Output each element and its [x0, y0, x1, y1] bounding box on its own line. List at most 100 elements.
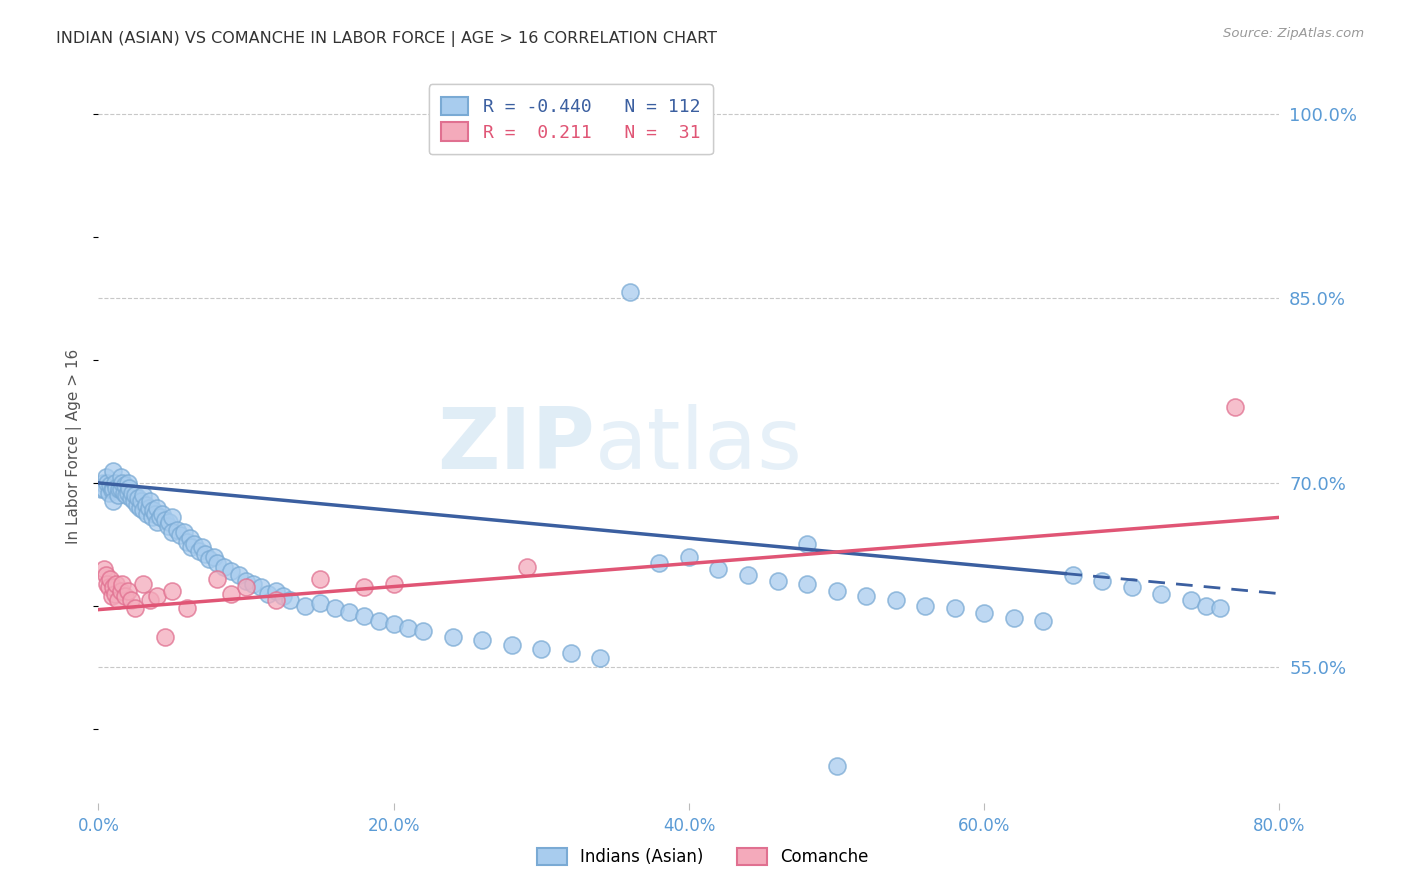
- Point: [121, 485, 143, 500]
- Point: [1150, 587, 1173, 601]
- Point: [125, 498, 148, 512]
- Point: [198, 552, 221, 566]
- Point: [132, 503, 155, 517]
- Point: [166, 523, 188, 537]
- Point: [146, 500, 169, 515]
- Point: [1032, 614, 1054, 628]
- Point: [678, 549, 700, 564]
- Point: [169, 527, 191, 541]
- Point: [117, 475, 139, 490]
- Text: atlas: atlas: [595, 404, 803, 488]
- Text: ZIP: ZIP: [437, 404, 595, 488]
- Point: [153, 630, 176, 644]
- Point: [398, 621, 420, 635]
- Point: [112, 485, 135, 500]
- Point: [441, 630, 464, 644]
- Point: [501, 638, 523, 652]
- Point: [619, 285, 641, 300]
- Point: [250, 581, 273, 595]
- Point: [205, 556, 228, 570]
- Point: [294, 599, 316, 613]
- Point: [139, 592, 162, 607]
- Point: [235, 574, 257, 589]
- Point: [129, 494, 152, 508]
- Point: [105, 481, 128, 495]
- Point: [242, 576, 264, 591]
- Point: [280, 592, 302, 607]
- Point: [122, 494, 145, 508]
- Point: [91, 475, 114, 490]
- Point: [1091, 574, 1114, 589]
- Point: [110, 482, 132, 496]
- Point: [183, 537, 205, 551]
- Point: [105, 576, 128, 591]
- Point: [110, 469, 132, 483]
- Point: [90, 482, 112, 496]
- Point: [149, 510, 172, 524]
- Point: [353, 608, 375, 623]
- Point: [97, 581, 120, 595]
- Point: [153, 513, 176, 527]
- Point: [94, 568, 117, 582]
- Legend: Indians (Asian), Comanche: Indians (Asian), Comanche: [529, 840, 877, 875]
- Point: [120, 592, 142, 607]
- Point: [202, 549, 225, 564]
- Point: [117, 485, 139, 500]
- Point: [1062, 568, 1084, 582]
- Y-axis label: In Labor Force | Age > 16: In Labor Force | Age > 16: [66, 349, 83, 543]
- Point: [353, 581, 375, 595]
- Point: [96, 576, 118, 591]
- Point: [339, 605, 361, 619]
- Point: [323, 601, 346, 615]
- Point: [156, 519, 179, 533]
- Point: [1002, 611, 1025, 625]
- Point: [884, 592, 907, 607]
- Point: [180, 540, 202, 554]
- Point: [124, 488, 146, 502]
- Text: INDIAN (ASIAN) VS COMANCHE IN LABOR FORCE | AGE > 16 CORRELATION CHART: INDIAN (ASIAN) VS COMANCHE IN LABOR FORC…: [56, 31, 717, 47]
- Point: [142, 503, 165, 517]
- Point: [973, 607, 995, 621]
- Point: [100, 483, 122, 498]
- Point: [309, 572, 332, 586]
- Point: [103, 581, 125, 595]
- Point: [103, 494, 125, 508]
- Text: Source: ZipAtlas.com: Source: ZipAtlas.com: [1223, 27, 1364, 40]
- Point: [560, 646, 582, 660]
- Point: [127, 491, 149, 505]
- Point: [96, 475, 118, 490]
- Point: [173, 525, 195, 540]
- Point: [191, 540, 214, 554]
- Point: [115, 488, 138, 502]
- Point: [187, 543, 209, 558]
- Point: [146, 589, 169, 603]
- Point: [1121, 581, 1143, 595]
- Point: [135, 498, 157, 512]
- Point: [157, 516, 180, 530]
- Point: [98, 478, 121, 492]
- Point: [128, 500, 150, 515]
- Point: [114, 478, 136, 492]
- Point: [264, 584, 287, 599]
- Point: [108, 482, 131, 496]
- Point: [368, 614, 391, 628]
- Point: [1180, 592, 1202, 607]
- Point: [143, 507, 166, 521]
- Point: [1225, 400, 1247, 414]
- Point: [98, 572, 121, 586]
- Point: [120, 491, 142, 505]
- Point: [707, 562, 730, 576]
- Point: [94, 469, 117, 483]
- Point: [162, 510, 183, 524]
- Point: [194, 547, 217, 561]
- Point: [648, 556, 671, 570]
- Point: [228, 568, 250, 582]
- Point: [141, 510, 163, 524]
- Point: [825, 759, 848, 773]
- Point: [825, 584, 848, 599]
- Point: [107, 488, 129, 502]
- Point: [766, 574, 789, 589]
- Point: [104, 475, 127, 490]
- Point: [589, 650, 612, 665]
- Point: [855, 589, 877, 603]
